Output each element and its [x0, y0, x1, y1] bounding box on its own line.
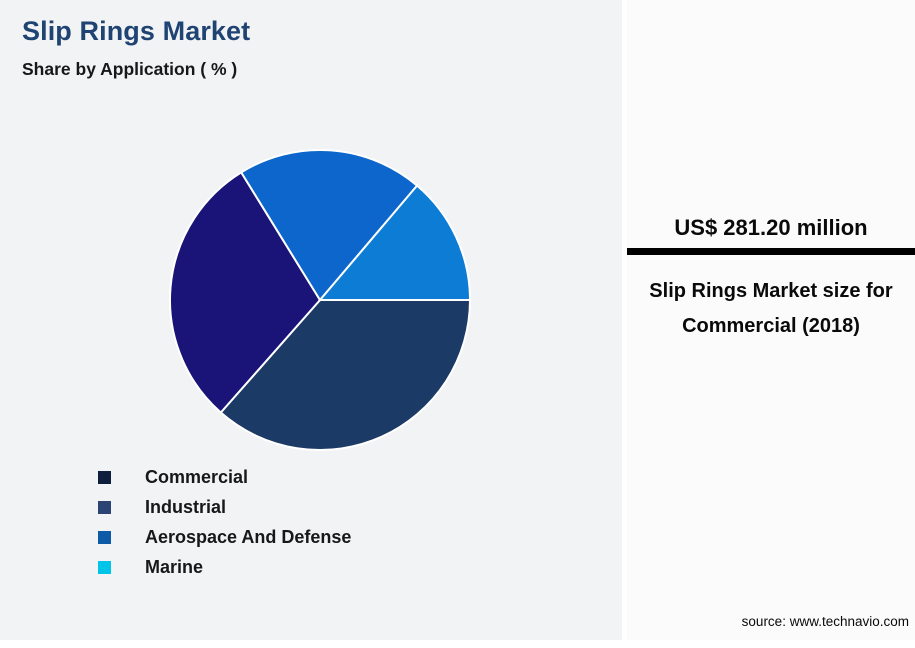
legend-item-label: Aerospace And Defense: [145, 526, 352, 547]
legend-item-industrial[interactable]: Industrial: [98, 492, 578, 522]
pie-slice[interactable]: [169, 170, 322, 414]
chart-subtitle: Share by Application ( % ): [22, 59, 238, 79]
source-note: source: www.technavio.com: [741, 614, 909, 629]
legend-swatch-icon: [98, 530, 111, 544]
legend-item-commercial[interactable]: Commercial: [98, 462, 578, 492]
pie-slice-group: [169, 149, 472, 451]
legend-swatch-icon: [98, 500, 111, 514]
pie-slice[interactable]: [317, 184, 472, 301]
callout-divider: [627, 248, 915, 255]
legend-item-marine[interactable]: Marine: [98, 552, 578, 582]
page-title: Slip Rings Market: [22, 16, 251, 46]
legend-swatch-icon: [98, 470, 111, 484]
legend: Commercial Industrial Aerospace And Defe…: [98, 462, 578, 582]
legend-swatch-icon: [98, 560, 111, 574]
callout-value: US$ 281.20 million: [674, 215, 868, 240]
pie-slice[interactable]: [239, 149, 419, 302]
pie-slice[interactable]: [219, 299, 472, 451]
callout-panel: US$ 281.20 million Slip Rings Market siz…: [627, 0, 915, 640]
legend-item-label: Marine: [145, 556, 204, 577]
callout-description: Slip Rings Market size for Commercial (2…: [649, 280, 893, 337]
pie-chart-svg: [169, 149, 472, 451]
legend-item-label: Commercial: [145, 466, 249, 487]
pie-chart: [160, 140, 480, 460]
legend-item-aerospace-and-defense[interactable]: Aerospace And Defense: [98, 522, 578, 552]
legend-item-label: Industrial: [145, 496, 227, 517]
chart-panel: Slip Rings Market Share by Application (…: [0, 0, 622, 640]
